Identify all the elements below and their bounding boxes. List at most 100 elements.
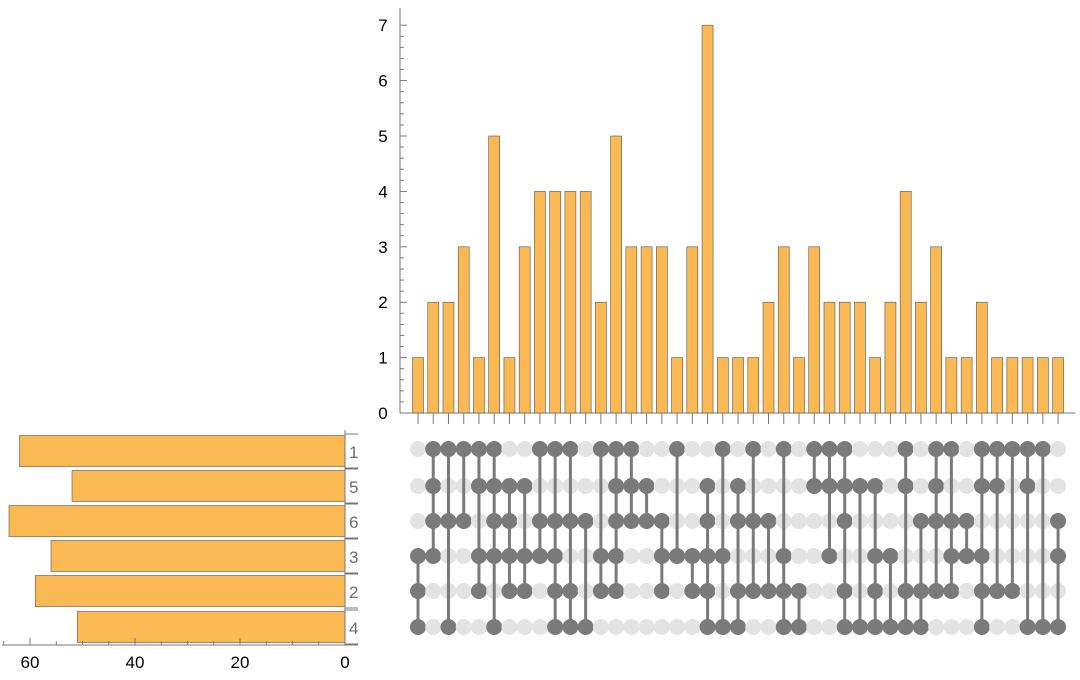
dot-filled — [501, 548, 518, 564]
dot-empty — [684, 478, 701, 494]
dot-filled — [608, 548, 625, 564]
intersection-bar — [854, 301, 866, 414]
dot-filled — [928, 441, 945, 457]
dot-empty — [867, 441, 884, 457]
dot-empty — [410, 478, 426, 494]
dot-filled — [638, 478, 655, 494]
y-tick-label: 4 — [378, 182, 387, 201]
set-size-chart: 1 5 6 3 2 4 60 40 20 0 — [2, 430, 358, 672]
dot-filled — [425, 513, 442, 529]
intersection-bar — [976, 301, 988, 414]
dot-filled — [897, 478, 914, 494]
intersection-bar — [960, 357, 973, 414]
dot-filled — [821, 441, 838, 457]
intersection-bar — [671, 357, 683, 414]
dot-filled — [973, 548, 990, 564]
matrix-column — [623, 441, 640, 635]
intersection-bar — [823, 301, 836, 414]
intersection-bar — [595, 301, 607, 414]
intersection-bar — [625, 246, 638, 414]
dot-filled — [516, 583, 533, 599]
intersection-bar — [518, 246, 531, 414]
dot-filled — [836, 441, 853, 457]
intersection-bar — [1037, 357, 1049, 414]
dot-filled — [470, 478, 487, 494]
dot-filled — [699, 583, 716, 599]
matrix-column — [1034, 441, 1051, 635]
intersection-bar — [686, 246, 699, 414]
dot-filled — [1019, 441, 1036, 457]
x-tick-label: 40 — [126, 653, 145, 672]
x-tick-label: 0 — [340, 653, 349, 672]
dot-filled — [440, 441, 457, 457]
dot-filled — [973, 478, 990, 494]
dot-empty — [821, 619, 838, 635]
dot-empty — [638, 619, 655, 635]
dot-filled — [973, 441, 990, 457]
intersection-bar — [473, 357, 485, 414]
set-label: 4 — [349, 619, 358, 638]
dot-filled — [592, 441, 609, 457]
dot-empty — [592, 619, 609, 635]
dot-filled — [730, 583, 747, 599]
matrix-column — [775, 441, 792, 635]
dot-filled — [470, 548, 487, 564]
set-size-bar — [34, 575, 346, 607]
dot-filled — [821, 478, 838, 494]
y-tick-label: 3 — [378, 238, 387, 257]
matrix-column — [501, 441, 518, 635]
dot-filled — [943, 583, 960, 599]
intersection-bar — [579, 191, 592, 414]
dot-filled — [425, 478, 442, 494]
dot-filled — [669, 441, 686, 457]
set-size-bar — [71, 470, 346, 502]
dot-filled — [562, 513, 579, 529]
dot-filled — [455, 441, 472, 457]
dot-filled — [775, 619, 792, 635]
dot-filled — [897, 441, 914, 457]
dot-filled — [653, 583, 670, 599]
dot-filled — [562, 583, 579, 599]
dot-empty — [577, 478, 594, 494]
dot-empty — [653, 441, 670, 457]
dot-empty — [455, 619, 472, 635]
dot-filled — [577, 619, 594, 635]
dot-filled — [806, 478, 823, 494]
dot-filled — [912, 513, 929, 529]
dot-filled — [836, 513, 853, 529]
intersection-bar — [991, 357, 1003, 414]
matrix-column — [486, 441, 503, 635]
dot-filled — [486, 513, 503, 529]
matrix-column — [577, 441, 594, 635]
set-label: 5 — [349, 478, 358, 497]
dot-empty — [470, 619, 487, 635]
dot-empty — [684, 441, 701, 457]
dot-filled — [623, 478, 640, 494]
dot-filled — [851, 478, 868, 494]
dot-filled — [1050, 619, 1067, 635]
dot-empty — [882, 478, 899, 494]
dot-filled — [623, 513, 640, 529]
dot-empty — [791, 441, 807, 457]
dot-empty — [958, 441, 975, 457]
matrix-column — [989, 441, 1006, 635]
dot-empty — [623, 548, 640, 564]
dot-filled — [882, 548, 899, 564]
dot-filled — [730, 619, 747, 635]
dot-filled — [912, 583, 929, 599]
dot-empty — [669, 583, 686, 599]
dot-empty — [958, 478, 975, 494]
dot-filled — [410, 548, 426, 564]
y-tick-label: 6 — [378, 72, 387, 91]
dot-empty — [745, 619, 762, 635]
dot-filled — [410, 583, 426, 599]
dot-filled — [547, 619, 564, 635]
dot-filled — [882, 619, 899, 635]
dot-empty — [653, 619, 670, 635]
y-tick-label: 2 — [378, 293, 387, 312]
dot-filled — [608, 478, 625, 494]
dot-filled — [684, 548, 701, 564]
dot-filled — [531, 441, 548, 457]
matrix-column — [851, 441, 868, 635]
matrix-column — [531, 441, 548, 635]
